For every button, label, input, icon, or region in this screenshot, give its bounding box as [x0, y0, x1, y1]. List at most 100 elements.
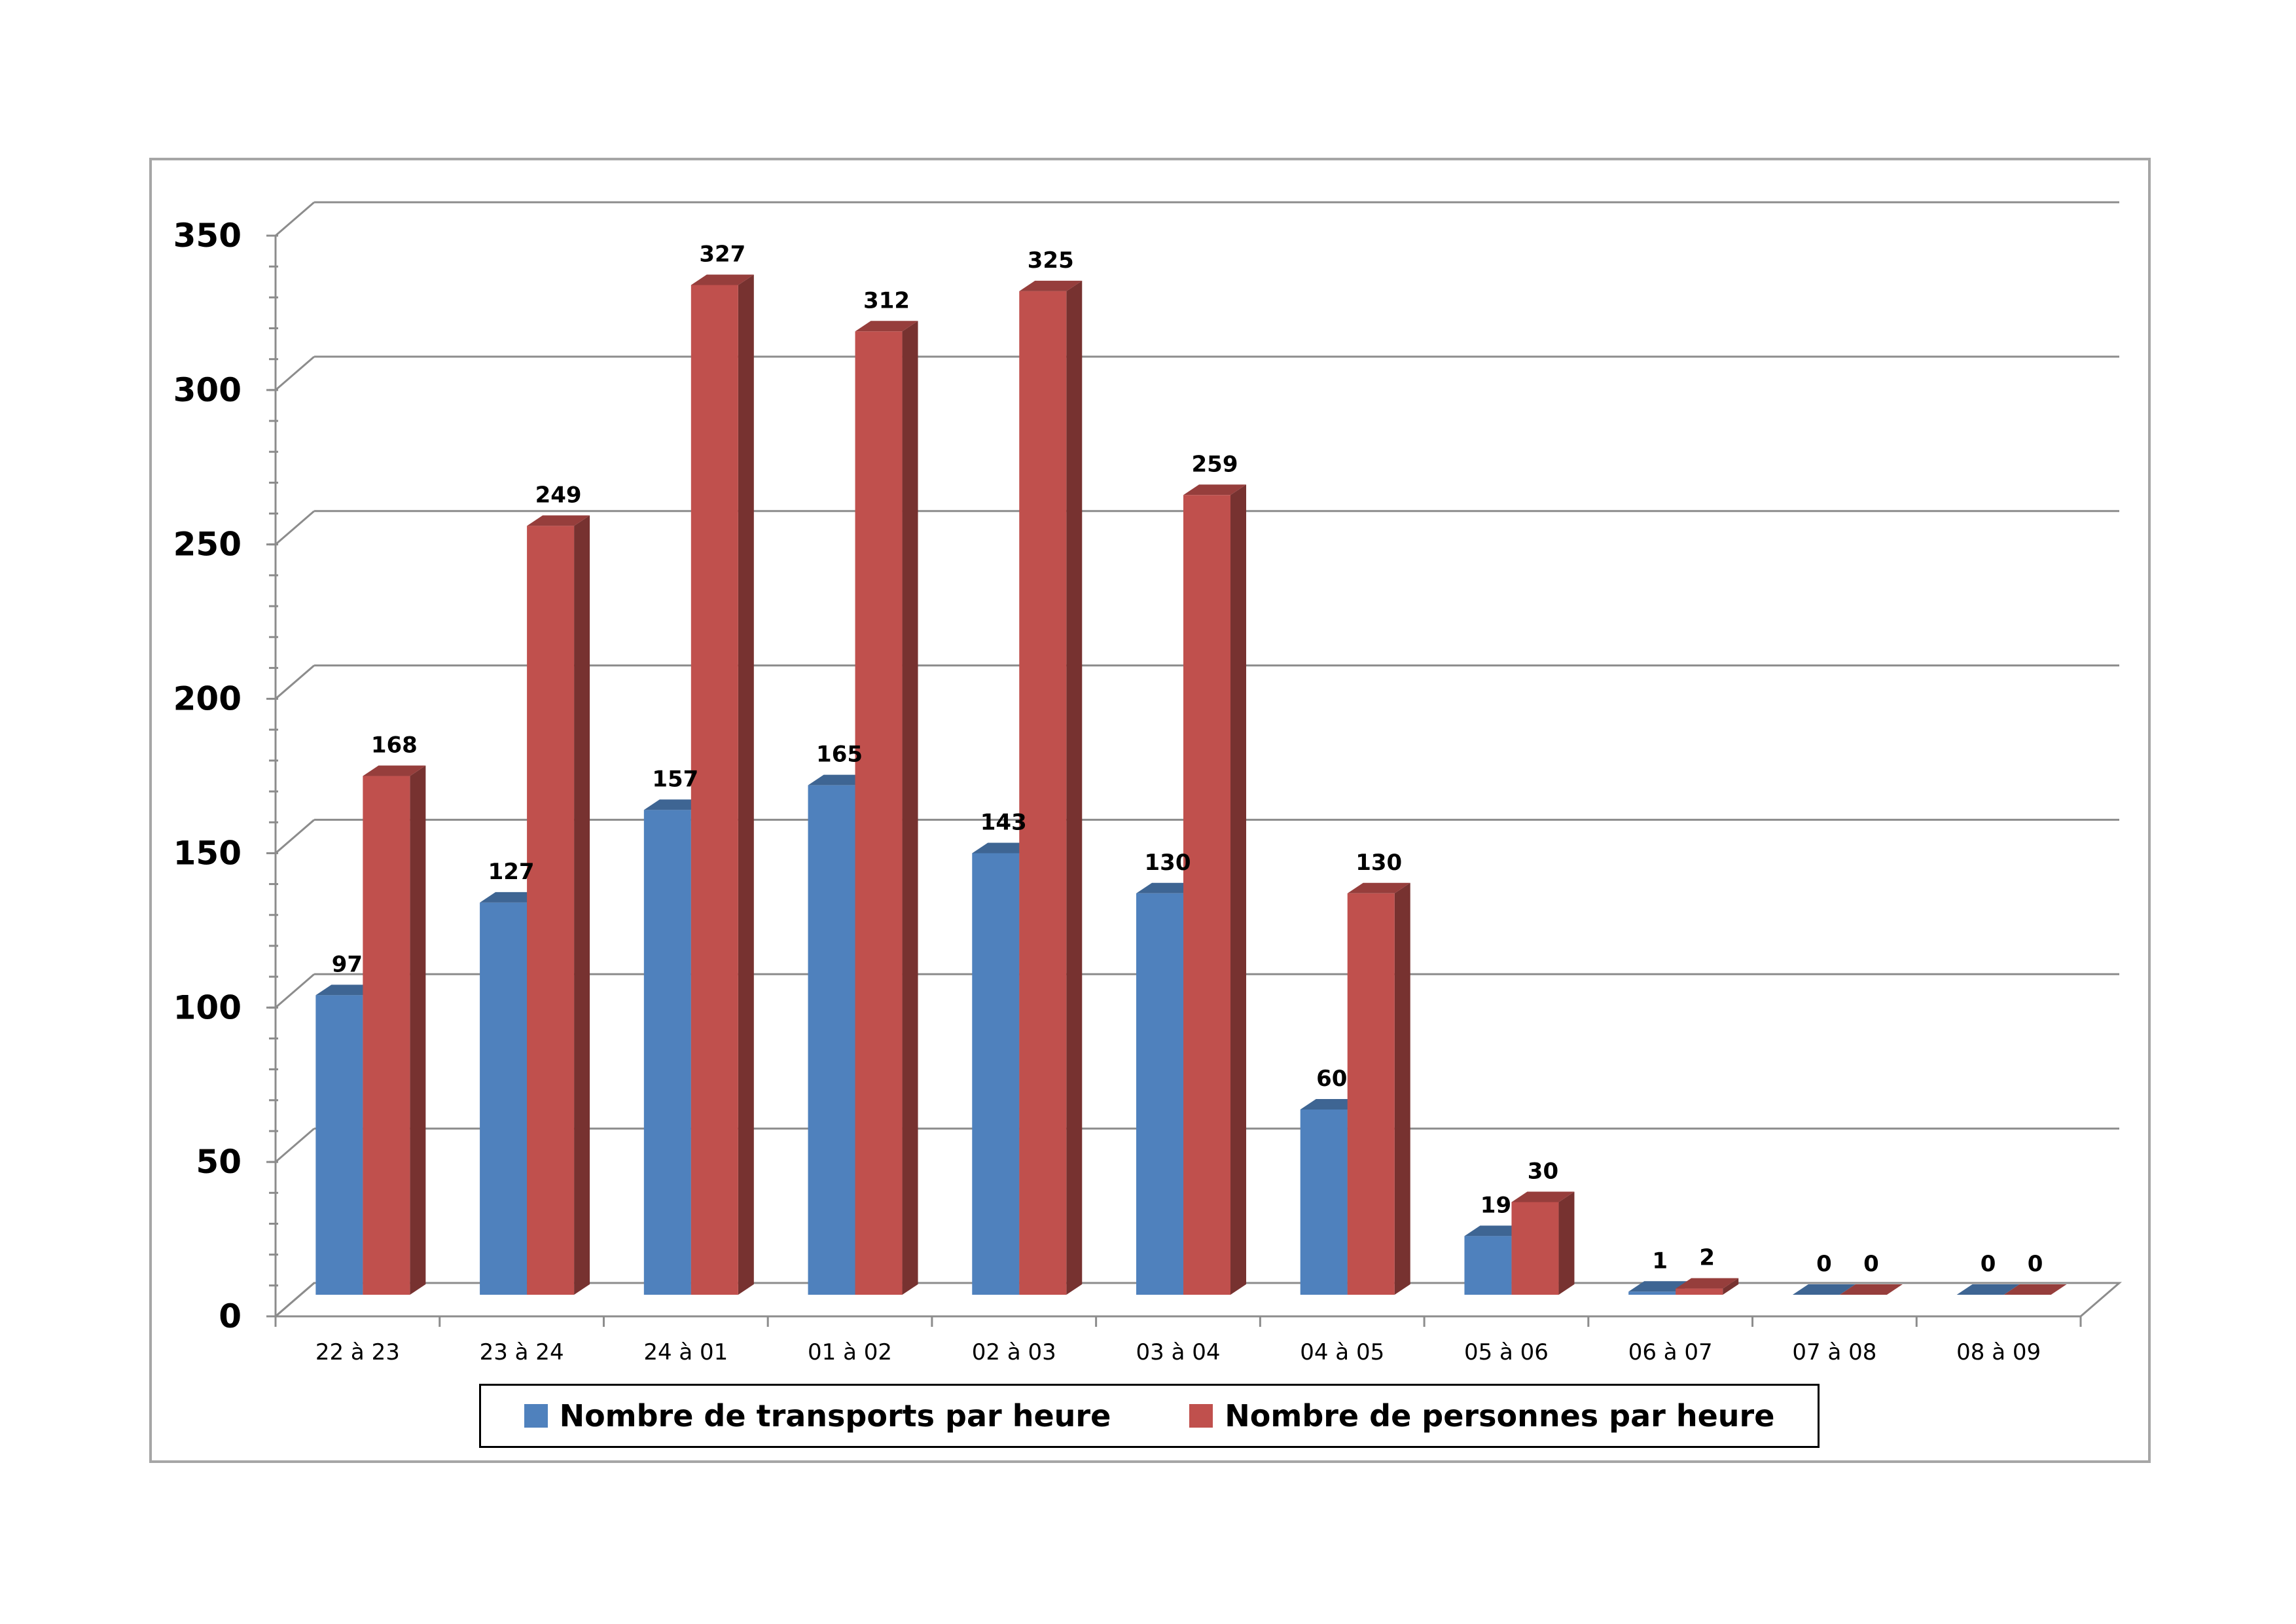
- legend-item-transports: Nombre de transports par heure: [524, 1398, 1111, 1434]
- bar: [643, 810, 691, 1295]
- data-label: 249: [535, 482, 582, 508]
- data-label: 325: [1028, 247, 1074, 274]
- data-label: 0: [1863, 1251, 1879, 1277]
- gridline-diagonal: [275, 201, 315, 237]
- bar-side: [1723, 1278, 1739, 1295]
- x-tick-label: 06 à 07: [1628, 1339, 1713, 1365]
- bar: [1136, 893, 1183, 1295]
- bar: [1511, 1202, 1559, 1295]
- y-tick-label: 0: [219, 1297, 242, 1335]
- bar: [1464, 1236, 1512, 1295]
- legend-swatch-transports: [524, 1404, 548, 1428]
- x-tick-label: 23 à 24: [480, 1339, 564, 1365]
- gridline-diagonal: [275, 510, 315, 545]
- data-label: 157: [652, 766, 698, 792]
- data-label: 127: [488, 859, 535, 885]
- gridline-diagonal: [275, 819, 315, 854]
- bar-top: [363, 765, 426, 776]
- data-label: 0: [2028, 1251, 2043, 1277]
- x-tick-label: 05 à 06: [1464, 1339, 1549, 1365]
- x-tick-label: 07 à 08: [1792, 1339, 1876, 1365]
- data-label: 143: [980, 809, 1027, 835]
- bar-side: [1066, 280, 1083, 1295]
- data-label: 312: [863, 287, 910, 314]
- bar-top: [1183, 484, 1246, 496]
- data-label: 30: [1528, 1158, 1558, 1184]
- data-label: 165: [816, 742, 863, 768]
- axes: [266, 234, 2123, 1327]
- bar-side: [1558, 1191, 1575, 1295]
- bar-top: [691, 274, 754, 285]
- x-tick-label: 08 à 09: [1956, 1339, 2041, 1365]
- bar-top: [855, 321, 918, 332]
- x-tick-label: 03 à 04: [1136, 1339, 1221, 1365]
- bar: [1300, 1109, 1348, 1295]
- bar: [1676, 1288, 1723, 1295]
- y-tick-label: 50: [196, 1143, 242, 1181]
- bar: [1347, 893, 1395, 1295]
- gridline-diagonal: [275, 973, 315, 1009]
- y-tick-label: 200: [173, 680, 242, 718]
- bar-side: [738, 274, 754, 1295]
- bar: [1183, 495, 1230, 1295]
- bar: [527, 526, 575, 1295]
- legend-label-transports: Nombre de transports par heure: [559, 1398, 1111, 1434]
- bar-top: [527, 515, 590, 526]
- data-label: 130: [1355, 850, 1402, 876]
- bar: [855, 331, 903, 1295]
- bar-top: [2003, 1284, 2067, 1295]
- gridline-diagonal: [275, 664, 315, 700]
- y-tick-label: 300: [173, 371, 242, 409]
- bar-side: [574, 515, 590, 1295]
- data-label: 168: [371, 732, 418, 759]
- bar-top: [1956, 1284, 2020, 1295]
- data-label: 130: [1145, 850, 1191, 876]
- legend-swatch-personnes: [1189, 1404, 1213, 1428]
- bar: [972, 853, 1020, 1295]
- gridline-diagonal: [275, 1128, 315, 1163]
- bar-top: [1347, 882, 1410, 893]
- data-label: 0: [1981, 1251, 1996, 1277]
- bars: [315, 274, 2067, 1295]
- bar: [691, 285, 738, 1295]
- data-label: 19: [1480, 1192, 1511, 1218]
- data-label: 327: [699, 241, 745, 267]
- bar: [1019, 291, 1067, 1295]
- x-tick-label: 22 à 23: [315, 1339, 400, 1365]
- bar-top: [1676, 1278, 1739, 1289]
- y-tick-label: 100: [173, 988, 242, 1026]
- data-label: 2: [1699, 1245, 1715, 1271]
- bar-top: [1019, 280, 1083, 291]
- bar-top: [1839, 1284, 1903, 1295]
- bar-side: [410, 765, 426, 1295]
- data-label: 60: [1316, 1066, 1347, 1092]
- legend-label-personnes: Nombre de personnes par heure: [1225, 1398, 1775, 1434]
- bar: [315, 995, 363, 1295]
- bar: [1628, 1291, 1676, 1295]
- x-tick-label: 01 à 02: [808, 1339, 892, 1365]
- legend-item-personnes: Nombre de personnes par heure: [1189, 1398, 1774, 1434]
- y-tick-label: 350: [173, 217, 242, 255]
- data-label: 1: [1652, 1248, 1668, 1274]
- legend: Nombre de transports par heure Nombre de…: [479, 1384, 1820, 1448]
- bar: [480, 902, 528, 1295]
- data-label: 259: [1192, 451, 1238, 477]
- x-tick-label: 02 à 03: [972, 1339, 1056, 1365]
- x-tick-label: 04 à 05: [1300, 1339, 1384, 1365]
- bar-top: [1511, 1191, 1575, 1202]
- x-tick-label: 24 à 01: [643, 1339, 728, 1365]
- bar-side: [902, 321, 918, 1295]
- bar-side: [1394, 882, 1410, 1295]
- data-label: 0: [1816, 1251, 1832, 1277]
- y-tick-label: 150: [173, 834, 242, 872]
- bar: [808, 785, 855, 1295]
- data-label: 97: [332, 951, 363, 977]
- gridline-diagonal: [275, 355, 315, 391]
- bar-top: [1792, 1284, 1856, 1295]
- y-tick-label: 250: [173, 526, 242, 564]
- bar-side: [1230, 484, 1246, 1295]
- bar: [363, 776, 410, 1295]
- floor-outline: [272, 1282, 2123, 1318]
